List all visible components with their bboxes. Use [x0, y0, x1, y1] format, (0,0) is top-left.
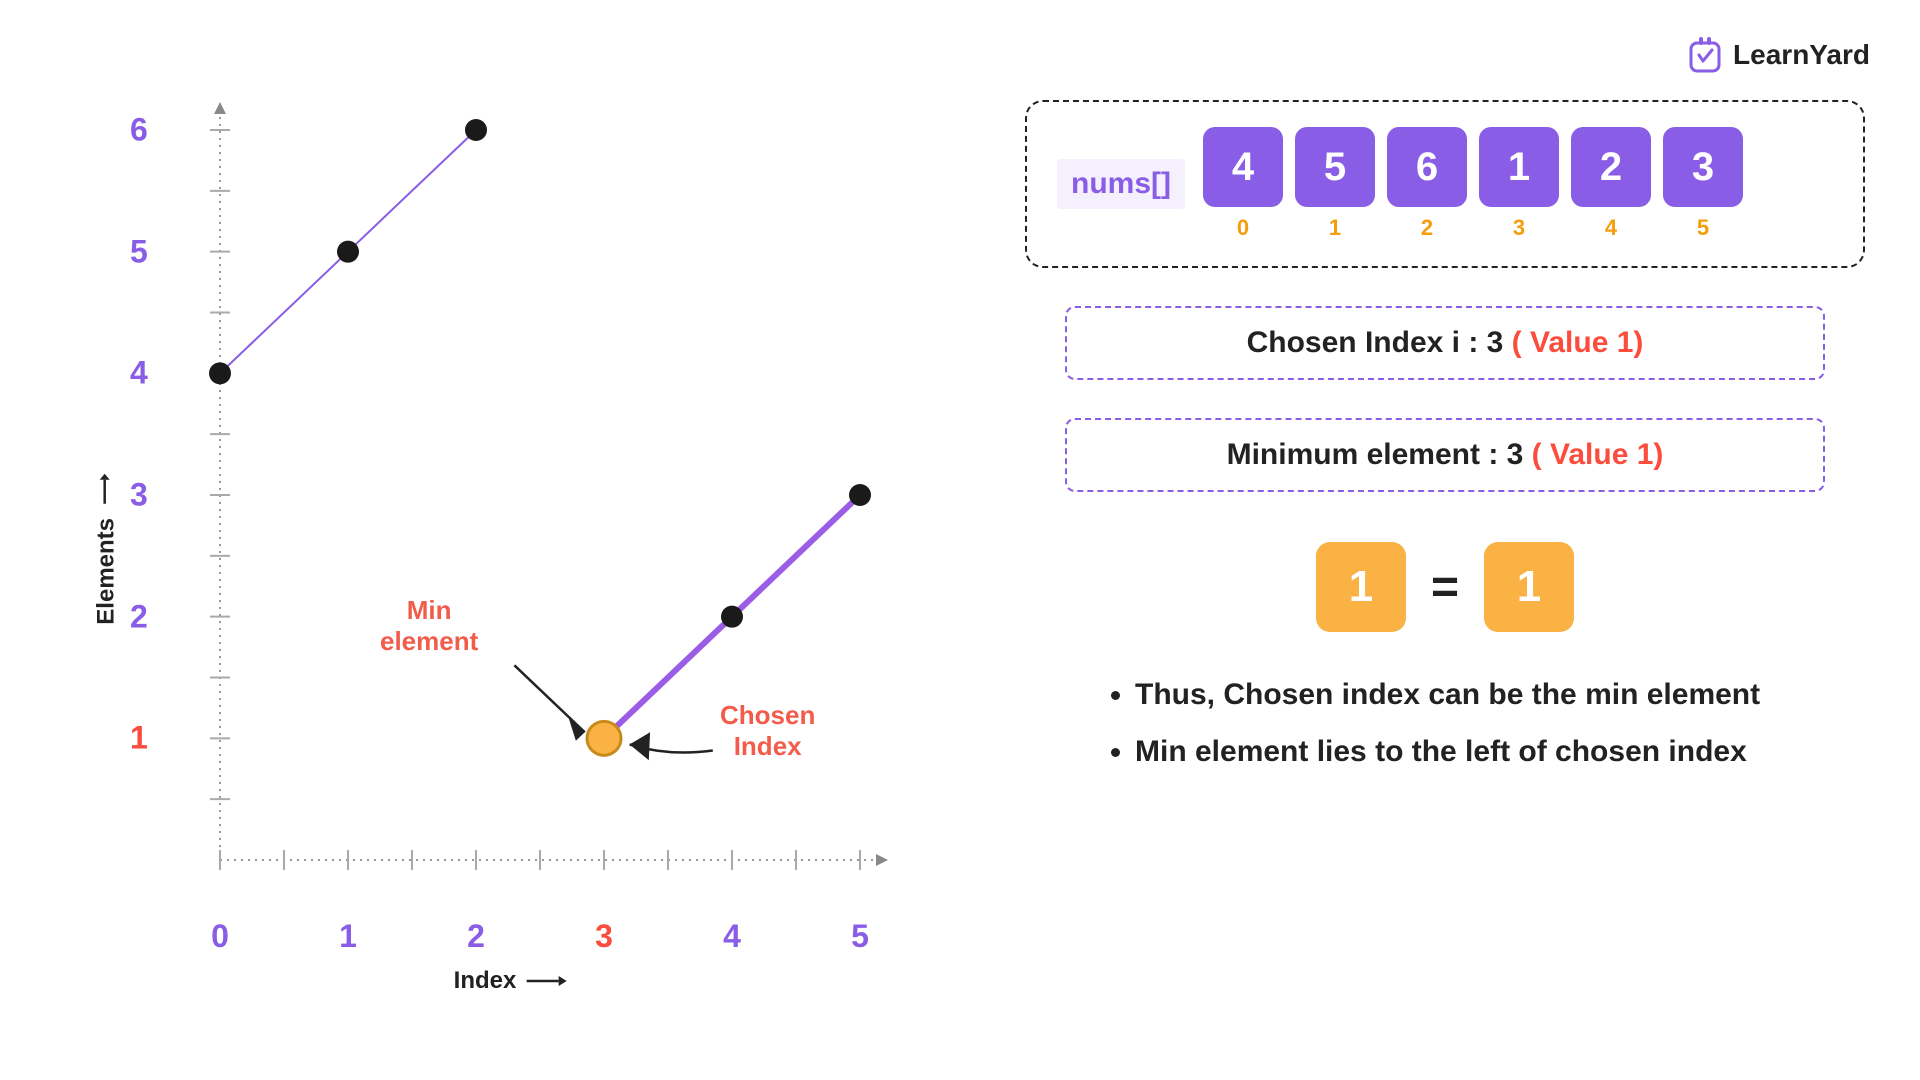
- array-value: 4: [1203, 127, 1283, 207]
- array-value: 2: [1571, 127, 1651, 207]
- plot-area: 123456 012345 Minelement ChosenIndex: [180, 100, 900, 900]
- brand-name: LearnYard: [1733, 39, 1870, 71]
- x-tick-2: 2: [467, 918, 485, 955]
- array-cell-0: 40: [1203, 127, 1283, 241]
- min-element-value: ( Value 1): [1532, 438, 1664, 471]
- array-cell-5: 35: [1663, 127, 1743, 241]
- array-cell-4: 24: [1571, 127, 1651, 241]
- array-index: 5: [1697, 215, 1709, 241]
- array-index: 2: [1421, 215, 1433, 241]
- equals-sign: =: [1431, 560, 1459, 615]
- array-index: 0: [1237, 215, 1249, 241]
- array-index: 1: [1329, 215, 1341, 241]
- equation-row: 1 = 1: [1025, 542, 1865, 632]
- y-tick-4: 4: [130, 355, 148, 392]
- array-label: nums[]: [1057, 159, 1185, 209]
- y-axis-text: Elements: [93, 518, 120, 625]
- y-tick-1: 1: [130, 720, 148, 757]
- y-tick-5: 5: [130, 233, 148, 270]
- x-tick-3: 3: [595, 918, 613, 955]
- array-cell-3: 13: [1479, 127, 1559, 241]
- y-tick-2: 2: [130, 598, 148, 635]
- x-tick-0: 0: [211, 918, 229, 955]
- bullet-item: Min element lies to the left of chosen i…: [1135, 729, 1825, 774]
- eq-right-box: 1: [1484, 542, 1574, 632]
- array-cell-2: 62: [1387, 127, 1467, 241]
- bullet-item: Thus, Chosen index can be the min elemen…: [1135, 672, 1825, 717]
- min-element-info: Minimum element : 3 ( Value 1): [1065, 418, 1825, 492]
- array-index: 3: [1513, 215, 1525, 241]
- chosen-index-text: Chosen Index i : 3: [1247, 326, 1512, 359]
- x-tick-1: 1: [339, 918, 357, 955]
- brand-logo: LearnYard: [1685, 35, 1870, 75]
- min-element-text: Minimum element : 3: [1227, 438, 1532, 471]
- chart-region: Elements Index 123456 012345 Minelement …: [60, 60, 960, 1010]
- array-value: 3: [1663, 127, 1743, 207]
- array-value: 1: [1479, 127, 1559, 207]
- plot-svg: [180, 100, 900, 900]
- min-element-label: Minelement: [380, 595, 478, 657]
- chosen-index-label: ChosenIndex: [720, 700, 815, 762]
- array-cell-1: 51: [1295, 127, 1375, 241]
- chosen-index-info: Chosen Index i : 3 ( Value 1): [1065, 306, 1825, 380]
- x-tick-5: 5: [851, 918, 869, 955]
- array-container: nums[] 405162132435: [1025, 100, 1865, 268]
- y-axis-label: Elements: [93, 473, 121, 624]
- x-axis-label: Index: [454, 967, 567, 995]
- array-items: 405162132435: [1203, 127, 1743, 241]
- x-tick-4: 4: [723, 918, 741, 955]
- array-index: 4: [1605, 215, 1617, 241]
- right-panel: nums[] 405162132435 Chosen Index i : 3 (…: [1025, 100, 1865, 786]
- array-value: 6: [1387, 127, 1467, 207]
- y-tick-6: 6: [130, 112, 148, 149]
- x-axis-text: Index: [454, 967, 517, 995]
- bullet-list: Thus, Chosen index can be the min elemen…: [1105, 672, 1825, 774]
- y-tick-3: 3: [130, 477, 148, 514]
- eq-left-box: 1: [1316, 542, 1406, 632]
- chosen-index-value: ( Value 1): [1512, 326, 1644, 359]
- learnyard-icon: [1685, 35, 1725, 75]
- array-value: 5: [1295, 127, 1375, 207]
